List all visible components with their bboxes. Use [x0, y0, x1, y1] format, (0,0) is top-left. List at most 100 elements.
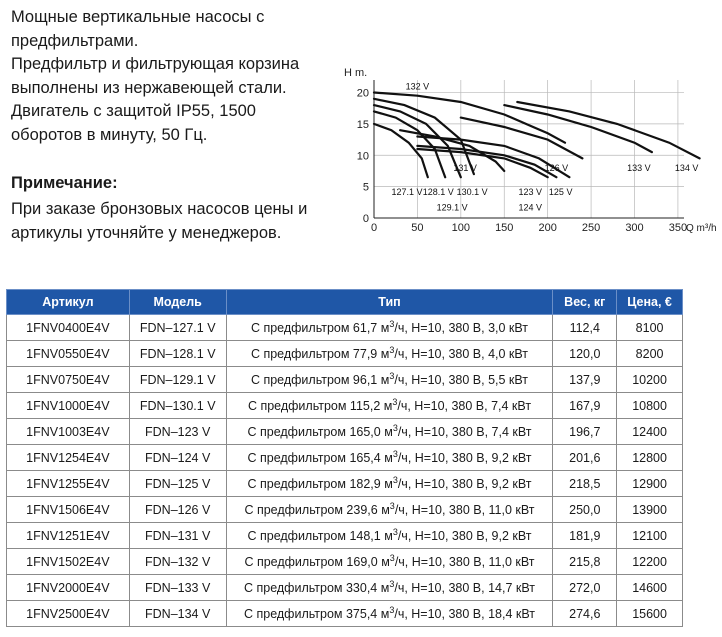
x-tick-label: 200: [538, 222, 556, 234]
y-tick-label: 5: [363, 182, 369, 194]
type-spec: /ч, H=10, 380 В, 9,2 кВт: [397, 477, 532, 492]
series-line: [372, 91, 567, 144]
cell-price: 14600: [616, 574, 683, 601]
cell-model: FDN–123 V: [128, 418, 227, 445]
cell-type: С предфильтром 330,4 м3/ч, H=10, 380 В, …: [225, 574, 554, 601]
cell-article: 1FNV1000E4V: [6, 392, 130, 419]
table-header-row: Артикул Модель Тип Вес, кг Цена, €: [6, 289, 683, 315]
cell-price: 12900: [616, 470, 683, 497]
type-flow: С предфильтром 165,0 м: [247, 425, 393, 440]
cell-model: FDN–124 V: [128, 444, 227, 471]
type-spec: /ч, H=10, 380 В, 7,4 кВт: [397, 399, 532, 414]
header-price: Цена, €: [616, 289, 683, 315]
cell-article: 1FNV1255E4V: [6, 470, 130, 497]
type-unit-exponent: 3: [389, 319, 395, 330]
series-label: 129.1 V: [437, 202, 468, 212]
type-spec: /ч, H=10, 380 В, 4,0 кВт: [394, 347, 529, 362]
type-flow: С предфильтром 96,1 м: [250, 373, 390, 388]
type-spec: /ч, H=10, 380 В, 18,4 кВт: [394, 607, 535, 622]
series-label: 133 V: [627, 163, 651, 173]
price-table: Артикул Модель Тип Вес, кг Цена, € 1FNV0…: [6, 289, 683, 627]
cell-model: FDN–130.1 V: [128, 392, 227, 419]
series-label: 128.1 V: [423, 187, 454, 197]
cell-price: 12200: [616, 548, 683, 575]
type-flow: С предфильтром 61,7 м: [250, 321, 390, 336]
cell-article: 1FNV1506E4V: [6, 496, 130, 523]
note-body: При заказе бронзовых насосов цены и арти…: [11, 198, 307, 245]
description-line: выполнены из нержавеющей стали.: [11, 78, 287, 97]
series-line: [372, 104, 462, 179]
type-unit-exponent: 3: [392, 397, 398, 408]
cell-weight: 215,8: [552, 548, 618, 575]
series-line: [372, 110, 447, 179]
series-label: 132 V: [406, 81, 430, 91]
cell-model: FDN–134 V: [128, 600, 227, 627]
series-label: 127.1 V: [391, 187, 422, 197]
type-spec: /ч, H=10, 380 В, 5,5 кВт: [394, 373, 529, 388]
x-tick-label: 50: [411, 222, 423, 234]
cell-article: 1FNV1502E4V: [6, 548, 130, 575]
cell-article: 1FNV1251E4V: [6, 522, 130, 549]
y-tick-label: 20: [357, 88, 369, 100]
cell-article: 1FNV2500E4V: [6, 600, 130, 627]
series-label: 126 V: [545, 163, 569, 173]
type-unit-exponent: 3: [389, 345, 395, 356]
type-unit-exponent: 3: [392, 527, 398, 538]
cell-model: FDN–127.1 V: [128, 314, 227, 341]
type-spec: /ч, H=10, 380 В, 3,0 кВт: [394, 321, 529, 336]
y-tick-label: 15: [357, 119, 369, 131]
x-tick-label: 250: [582, 222, 600, 234]
type-unit-exponent: 3: [389, 501, 395, 512]
cell-price: 12100: [616, 522, 683, 549]
cell-model: FDN–131 V: [128, 522, 227, 549]
series-label: 131 V: [453, 163, 477, 173]
table-row: 1FNV1000E4V FDN–130.1 V С предфильтром 115…: [6, 392, 683, 419]
type-flow: С предфильтром 77,9 м: [250, 347, 390, 362]
cell-weight: 196,7: [552, 418, 618, 445]
cell-weight: 250,0: [552, 496, 618, 523]
x-tick-label: 350: [669, 222, 687, 234]
series-line: [416, 144, 558, 179]
header-article: Артикул: [6, 289, 130, 315]
type-flow: С предфильтром 148,1 м: [247, 529, 393, 544]
cell-weight: 201,6: [552, 444, 618, 471]
type-unit-exponent: 3: [392, 449, 398, 460]
table-row: 1FNV1251E4V FDN–131 V С предфильтром 148,1…: [6, 522, 683, 549]
y-tick-label: 0: [363, 213, 369, 225]
type-unit-exponent: 3: [389, 579, 395, 590]
type-flow: С предфильтром 182,9 м: [247, 477, 393, 492]
type-flow: С предфильтром 115,2 м: [247, 399, 393, 414]
type-spec: /ч, H=10, 380 В, 14,7 кВт: [394, 581, 535, 596]
description-line: Двигатель с защитой IP55, 1500: [11, 102, 256, 120]
cell-type: С предфильтром 77,9 м3/ч, H=10, 380 В, 4…: [225, 340, 554, 367]
series-line: [372, 97, 475, 176]
cell-model: FDN–132 V: [128, 548, 227, 575]
series-line: [416, 147, 549, 179]
cell-type: С предфильтром 182,9 м3/ч, H=10, 380 В, …: [225, 470, 554, 497]
type-spec: /ч, H=10, 380 В, 9,2 кВт: [397, 451, 532, 466]
cell-type: С предфильтром 169,0 м3/ч, H=10, 380 В, …: [225, 548, 554, 575]
header-type: Тип: [225, 289, 554, 315]
series-line: [372, 122, 429, 179]
note-line: артикулы уточняйте у менеджеров.: [11, 223, 282, 242]
cell-type: С предфильтром 165,0 м3/ч, H=10, 380 В, …: [225, 418, 554, 445]
cell-model: FDN–133 V: [128, 574, 227, 601]
type-flow: С предфильтром 165,4 м: [247, 451, 393, 466]
product-description: Мощные вертикальные насосы с предфильтра…: [11, 6, 341, 147]
cell-price: 10800: [616, 392, 683, 419]
cell-model: FDN–126 V: [128, 496, 227, 523]
y-axis-label: H m.: [344, 67, 367, 79]
series-label: 124 V: [519, 202, 543, 212]
description-line: оборотов в минуту, 50 Гц.: [11, 125, 208, 144]
series-line: [516, 100, 701, 160]
cell-price: 12800: [616, 444, 683, 471]
series-label: 125 V: [549, 187, 573, 197]
y-tick-label: 10: [357, 150, 369, 162]
cell-price: 8200: [616, 340, 683, 367]
type-flow: С предфильтром 169,0 м: [244, 555, 390, 570]
cell-type: С предфильтром 165,4 м3/ч, H=10, 380 В, …: [225, 444, 554, 471]
